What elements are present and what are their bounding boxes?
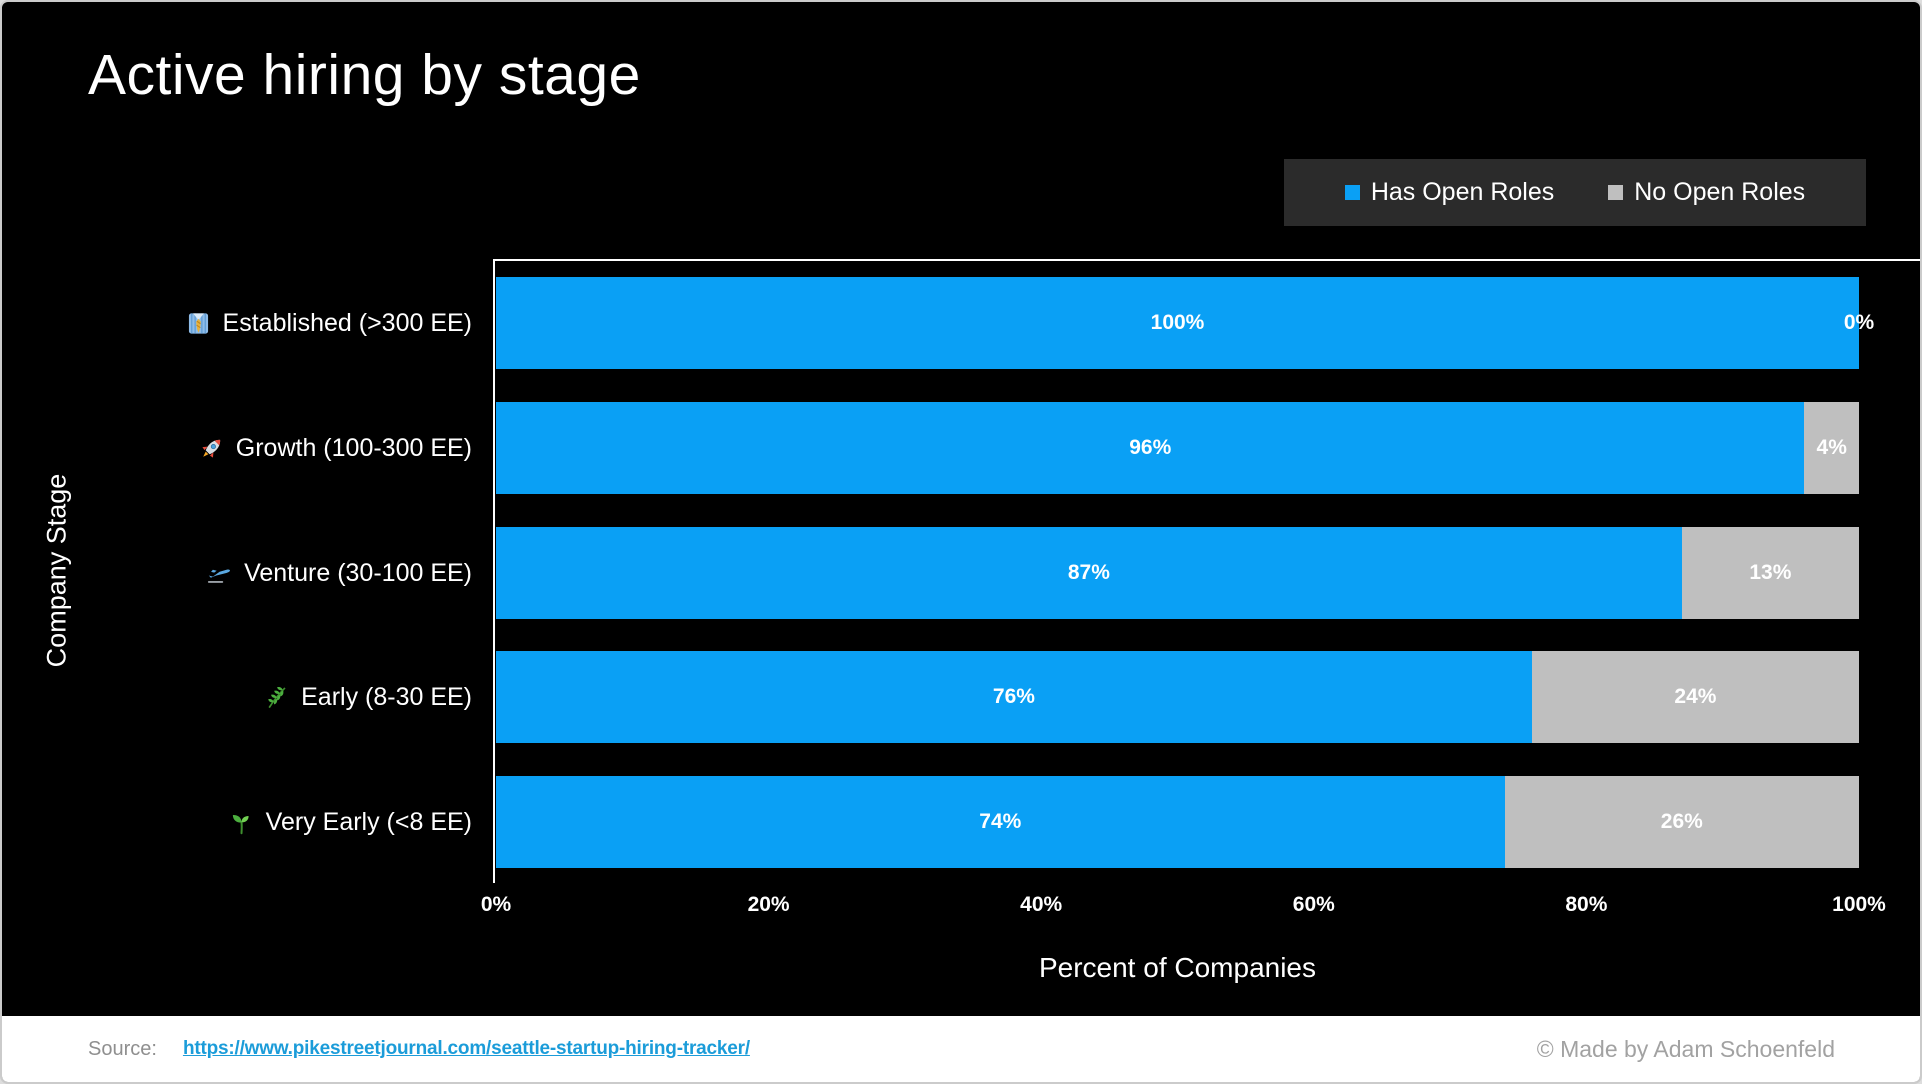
category-label: Venture (30-100 EE) — [2, 511, 472, 635]
has-open-roles-segment — [496, 527, 1682, 619]
category-label-text: Early (8-30 EE) — [301, 682, 472, 711]
no-open-roles-segment — [1804, 402, 1859, 494]
x-tick-label: 80% — [1565, 893, 1608, 916]
bar-track: 76% 24% — [496, 651, 1859, 743]
legend-item-has-open-roles[interactable]: Has Open Roles — [1344, 178, 1555, 207]
bar-value-label-gray: 26% — [1660, 810, 1703, 833]
legend: Has Open Roles No Open Roles — [1284, 159, 1866, 226]
bar-value-label-blue: 76% — [992, 685, 1035, 708]
bar-value-label-blue: 96% — [1129, 436, 1172, 459]
has-open-roles-segment — [496, 651, 1532, 743]
category-label: Early (8-30 EE) — [2, 635, 472, 759]
bar-value-label-gray: 24% — [1674, 685, 1717, 708]
x-tick-label: 100% — [1832, 893, 1886, 916]
chart-title: Active hiring by stage — [88, 43, 641, 107]
bar-track: 74% 26% — [496, 776, 1859, 868]
y-axis-line — [493, 259, 495, 883]
no-open-roles-segment — [1681, 527, 1859, 619]
gray-square-icon — [1608, 185, 1624, 200]
x-axis-title: Percent of Companies — [1038, 952, 1317, 983]
no-open-roles-segment — [1531, 651, 1859, 743]
category-label: Established (>300 EE) — [2, 261, 472, 385]
bar-value-label-gray: 4% — [1816, 436, 1847, 459]
category-label: Very Early (<8 EE) — [2, 760, 472, 884]
x-axis-ticks: 0% 20% 40% 60% 80% 100% — [481, 893, 1886, 929]
bar-value-label-blue: 100% — [1150, 311, 1205, 334]
x-tick-label: 0% — [480, 893, 512, 916]
chart-row: Established (>300 EE) 100% 0% — [2, 261, 1920, 385]
bar-value-label-blue: 87% — [1067, 561, 1110, 584]
legend-label: No Open Roles — [1634, 178, 1806, 206]
bar-track: 96% 4% — [496, 402, 1859, 494]
has-open-roles-segment — [496, 277, 1859, 369]
category-label-text: Established (>300 EE) — [222, 308, 472, 337]
x-tick-label: 40% — [1020, 893, 1063, 916]
footer: Source: https://www.pikestreetjournal.co… — [2, 1016, 1920, 1082]
chart-row: Growth (100-300 EE) 96% 4% — [2, 386, 1920, 510]
no-open-roles-segment — [1504, 776, 1859, 868]
category-label-text: Venture (30-100 EE) — [244, 558, 472, 587]
herb-icon — [263, 684, 290, 711]
chart-row: Early (8-30 EE) 76% 24% — [2, 635, 1920, 759]
plot-top-border — [494, 259, 1920, 261]
bar-track: 100% 0% — [496, 277, 1874, 369]
bar-value-label-gray: 0% — [1843, 311, 1875, 334]
legend-label: Has Open Roles — [1370, 178, 1555, 206]
bar-value-label-gray: 13% — [1749, 561, 1792, 584]
category-label-text: Growth (100-300 EE) — [235, 433, 472, 462]
necktie-icon — [185, 310, 212, 337]
x-tick-label: 60% — [1292, 893, 1335, 916]
legend-item-no-open-roles[interactable]: No Open Roles — [1608, 178, 1805, 207]
has-open-roles-segment — [496, 776, 1505, 868]
bar-value-label-blue: 74% — [979, 810, 1022, 833]
source-label: Source: — [88, 1037, 157, 1060]
blue-square-icon — [1344, 185, 1360, 200]
seedling-icon — [228, 809, 255, 836]
chart-row: Very Early (<8 EE) 74% 26% — [2, 760, 1920, 884]
credit-text: © Made by Adam Schoenfeld — [1536, 1035, 1835, 1062]
rocket-icon — [198, 435, 225, 462]
airplane-departure-icon — [206, 560, 233, 587]
chart-row: Venture (30-100 EE) 87% 13% — [2, 511, 1920, 635]
has-open-roles-segment — [496, 402, 1805, 494]
source-link[interactable]: https://www.pikestreetjournal.com/seattl… — [182, 1038, 750, 1059]
x-tick-label: 20% — [747, 893, 790, 916]
category-label-text: Very Early (<8 EE) — [265, 807, 472, 836]
category-label: Growth (100-300 EE) — [2, 386, 472, 510]
bar-track: 87% 13% — [496, 527, 1859, 619]
chart-plot: Established (>300 EE) 100% 0% Growth (100-3… — [2, 259, 1920, 916]
